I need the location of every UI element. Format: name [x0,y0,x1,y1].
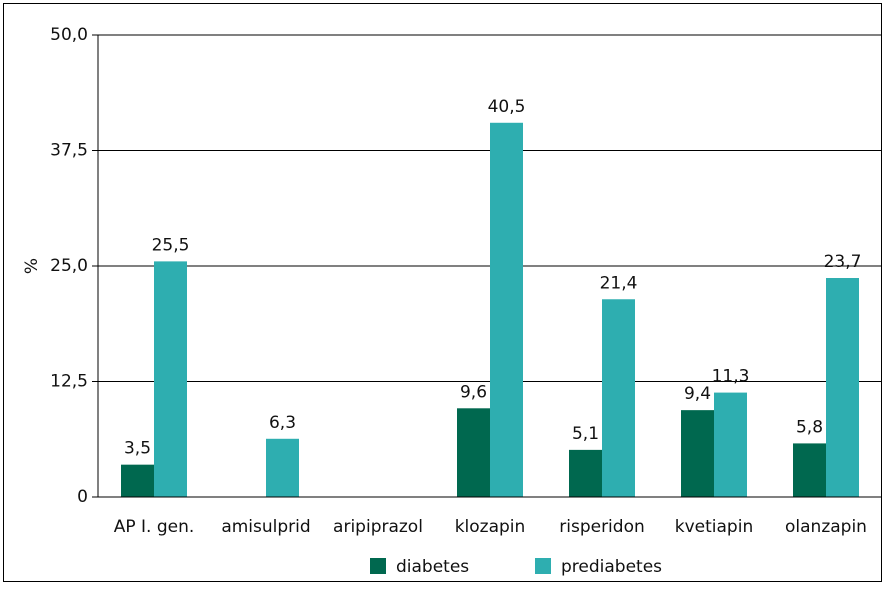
x-tick-label: aripiprazol [333,517,423,537]
bar [602,299,635,497]
value-label: 5,1 [572,424,599,444]
bar [569,449,602,497]
value-label: 9,6 [460,382,487,402]
legend-label: diabetes [396,557,469,577]
x-tick-label: klozapin [455,517,526,537]
x-tick-label: olanzapin [785,517,867,537]
bar [490,122,523,497]
value-label: 25,5 [152,235,190,255]
bar [681,410,714,497]
legend-swatch [535,558,551,574]
x-tick-label: risperidon [559,517,645,537]
y-tick-label: 12,5 [50,372,88,392]
bar [826,278,859,497]
legend-swatch [370,558,386,574]
value-label: 11,3 [712,367,750,387]
bar [121,464,154,497]
x-tick-label: kvetiapin [675,517,753,537]
value-label: 21,4 [600,273,638,293]
bar [457,408,490,497]
bar [714,392,747,497]
y-tick-label: 50,0 [50,25,88,45]
value-label: 40,5 [488,97,526,117]
y-tick-label: 37,5 [50,141,88,161]
x-tick-label: amisulprid [221,517,310,537]
value-label: 9,4 [684,384,711,404]
value-label: 6,3 [269,413,296,433]
value-label: 5,8 [796,417,823,437]
y-axis-label: % [22,258,42,274]
value-label: 3,5 [124,439,151,459]
bar [154,261,187,497]
x-tick-label: AP I. gen. [114,517,195,537]
value-label: 23,7 [824,252,862,272]
legend-label: prediabetes [561,557,662,577]
y-tick-label: 0 [77,487,88,507]
bar [266,438,299,497]
y-tick-label: 25,0 [50,256,88,276]
bar [793,443,826,497]
